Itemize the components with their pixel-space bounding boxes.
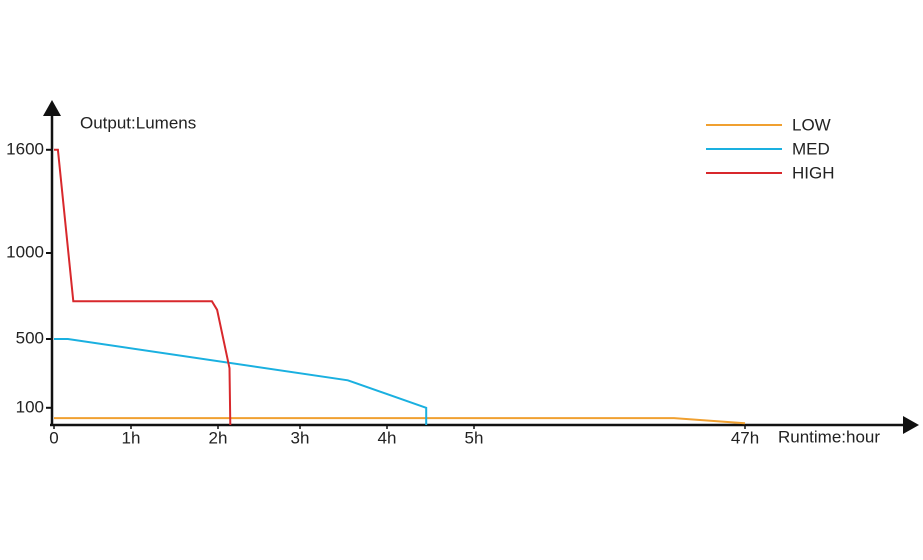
x-tick-label: 0 bbox=[49, 428, 58, 447]
x-tick-label: 1h bbox=[122, 428, 141, 447]
x-axis-arrow bbox=[903, 416, 919, 434]
data-line bbox=[54, 338, 428, 425]
x-axis-label: Runtime:hour bbox=[778, 427, 880, 446]
data-line bbox=[54, 417, 746, 425]
y-tick-label: 1000 bbox=[6, 242, 44, 261]
y-tick-label: 1600 bbox=[6, 139, 44, 158]
y-tick-label: 500 bbox=[16, 328, 44, 347]
y-axis-arrow bbox=[43, 100, 61, 116]
legend-label: MED bbox=[792, 139, 830, 158]
legend-label: LOW bbox=[792, 115, 831, 134]
x-tick-label: 47h bbox=[731, 428, 759, 447]
x-tick-label: 5h bbox=[465, 428, 484, 447]
x-tick-label: 4h bbox=[378, 428, 397, 447]
legend-label: HIGH bbox=[792, 163, 835, 182]
y-tick-label: 100 bbox=[16, 397, 44, 416]
chart-title: Output:Lumens bbox=[80, 113, 196, 132]
x-tick-label: 3h bbox=[291, 428, 310, 447]
data-line bbox=[54, 148, 232, 426]
x-tick-label: 2h bbox=[209, 428, 228, 447]
